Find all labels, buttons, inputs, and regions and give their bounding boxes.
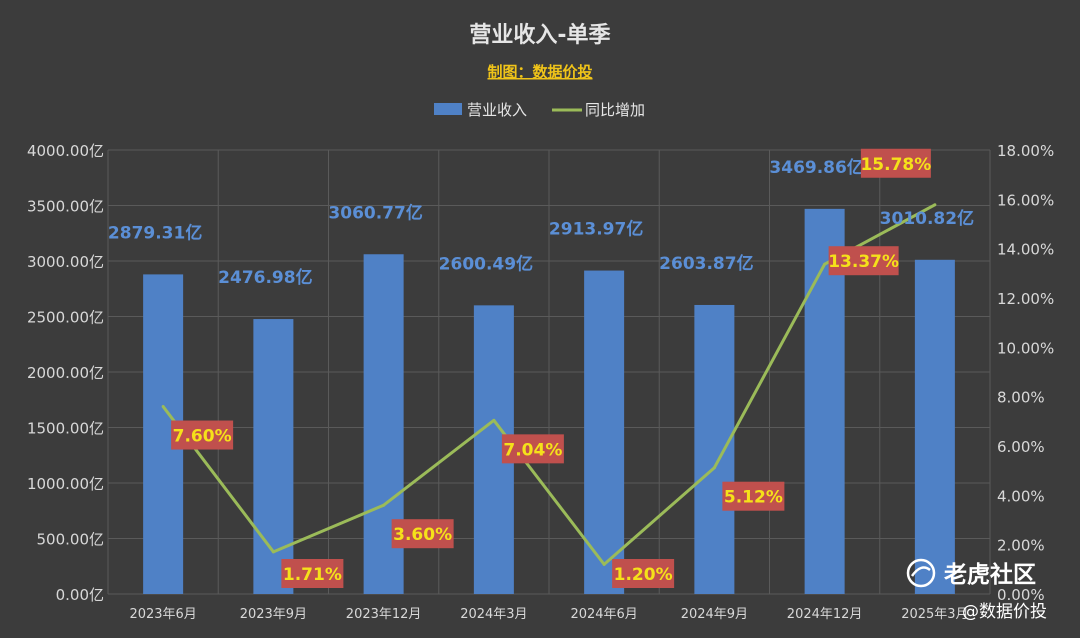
line-path [161,203,936,566]
watermark: 老虎社区 @数据价投 [906,558,1047,622]
line-point [161,405,165,409]
line-data-label-box [391,519,454,549]
x-tick-label: 2024年6月 [570,607,637,622]
chart-subtitle: 制图：数据价投 [487,63,592,81]
bar [253,319,294,594]
y-left-tick: 0.00亿 [56,586,104,604]
x-tick-label: 2023年9月 [240,607,307,622]
bar-data-label: 2913.97亿 [549,219,643,240]
line-data-label: 1.20% [614,565,673,585]
line-data-label-box [281,559,344,588]
bar-data-label: 2879.31亿 [108,222,202,243]
line-data-label: 5.12% [724,488,783,508]
line-data-label: 13.37% [828,252,899,272]
y-right-tick: 0.00% [997,586,1045,604]
y-right-tick: 14.00% [997,241,1054,259]
data-labels: 2879.31亿 2476.98亿 3060.77亿 2600.49亿 2913.97亿… [108,148,974,588]
line-data-label: 7.04% [503,440,562,460]
bar-data-label: 2603.87亿 [659,253,753,274]
y-right-tick: 4.00% [997,487,1045,505]
y-right-tick: 18.00% [997,142,1054,160]
y-left-tick: 2000.00亿 [27,364,104,382]
line-data-label: 3.60% [393,525,452,545]
tiger-logo-stripe [910,566,931,577]
y-right-tick: 2.00% [997,537,1045,555]
legend-bar-label: 营业收入 [467,101,527,119]
y-left-tick: 1500.00亿 [27,420,104,438]
bar-data-label: 2600.49亿 [439,253,533,274]
y-right-tick: 12.00% [997,290,1054,308]
x-tick-label: 2024年12月 [787,607,863,622]
line-data-label: 15.78% [860,155,931,175]
y-right-tick: 10.00% [997,339,1054,357]
line-data-label-box [860,148,931,178]
line-data-label: 1.71% [283,565,342,585]
bar-data-label: 2476.98亿 [218,267,312,288]
line-point [602,562,606,566]
line-point [382,503,386,507]
bar [914,259,955,594]
bar [694,304,735,594]
y-right-tick: 6.00% [997,438,1045,456]
line-data-label-box [828,246,899,276]
y-left-tick: 2500.00亿 [27,309,104,327]
x-tick-label: 2024年9月 [681,607,748,622]
legend: 营业收入 同比增加 [434,101,645,119]
bar [584,270,625,594]
y-left-tick: 3500.00亿 [27,198,104,216]
y-left-tick: 3000.00亿 [27,253,104,271]
watermark-handle: @数据价投 [962,602,1047,622]
y-left-tick: 500.00亿 [37,531,105,549]
line-data-label-box [612,559,675,588]
line-point [271,550,275,554]
y-left-tick: 1000.00亿 [27,475,104,493]
line-data-label-box [722,481,785,511]
y-right-tick: 8.00% [997,389,1045,407]
line-data-label: 7.60% [173,427,232,447]
line-point [823,262,827,266]
legend-line-label: 同比增加 [585,101,645,119]
bar-data-label: 3469.86亿 [769,157,863,178]
line-point [933,203,937,207]
x-tick-label: 2023年12月 [346,607,422,622]
line-point [492,418,496,422]
line-data-label-box [501,434,564,464]
bar-data-label: 3010.82亿 [880,208,974,229]
grid [107,149,991,595]
tiger-logo-icon [906,558,936,588]
y-left-tick: 4000.00亿 [27,142,104,160]
x-tick-label: 2024年3月 [460,607,527,622]
line-point [712,466,716,470]
y-right-tick: 16.00% [997,191,1054,209]
bar-data-label: 3060.77亿 [328,202,422,223]
axes: 0.00亿 500.00亿 1000.00亿 1500.00亿 2000.00亿 2500… [27,142,1054,622]
line-data-label-box [171,420,234,450]
x-tick-label: 2025年3月 [901,607,968,622]
chart-title: 营业收入-单季 [469,22,610,48]
line-series [161,203,937,566]
x-tick-label: 2023年6月 [129,607,196,622]
watermark-brand: 老虎社区 [943,561,1036,588]
legend-bar-swatch [434,103,462,115]
